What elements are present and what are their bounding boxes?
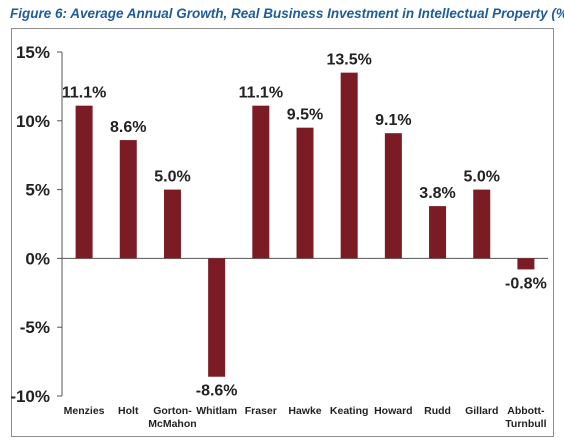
data-label-2: 5.0% [154,169,190,186]
x-tick-label-6: Keating [330,405,369,417]
data-label-8: 3.8% [419,185,455,202]
y-tick-label: -5% [20,318,50,337]
data-label-10: -0.8% [505,275,547,292]
x-tick-label-3: Whitlam [196,405,237,417]
chart-frame [11,28,554,437]
x-tick-label-2: McMahon [148,418,196,430]
data-label-5: 9.5% [287,107,323,124]
bar-8 [429,206,447,259]
x-tick-label-0: Menzies [64,405,105,417]
bar-7 [384,133,402,259]
bar-2 [163,189,181,259]
data-label-3: -8.6% [196,383,238,400]
data-label-4: 11.1% [239,85,283,102]
data-label-7: 9.1% [375,112,411,129]
y-tick-label: 0% [25,249,50,268]
data-label-6: 13.5% [326,52,371,69]
y-tick-label: 5% [25,181,50,200]
bar-5 [296,127,314,259]
x-tick-label-10: Abbott- [507,405,545,417]
x-tick-label-7: Howard [374,405,413,417]
x-tick-label-9: Gillard [465,405,498,417]
data-label-0: 11.1% [62,85,106,102]
bar-4 [252,105,270,259]
y-tick-label: -10% [10,387,50,406]
bar-3 [208,258,226,377]
x-tick-label-4: Fraser [245,405,277,417]
data-label-1: 8.6% [110,119,146,136]
bar-6 [340,72,358,259]
bar-0 [75,105,93,259]
x-tick-label-10: Turnbull [505,418,546,430]
x-tick-label-5: Hawke [288,405,321,417]
bar-9 [473,189,491,259]
y-tick-label: 15% [16,43,50,62]
x-tick-label-1: Holt [118,405,139,417]
bar-1 [119,140,137,259]
data-label-9: 5.0% [463,169,499,186]
bar-10 [517,258,535,270]
figure-title: Figure 6: Average Annual Growth, Real Bu… [10,6,564,21]
x-tick-label-2: Gorton- [153,405,192,417]
x-tick-label-8: Rudd [424,405,451,417]
y-tick-label: 10% [16,112,50,131]
